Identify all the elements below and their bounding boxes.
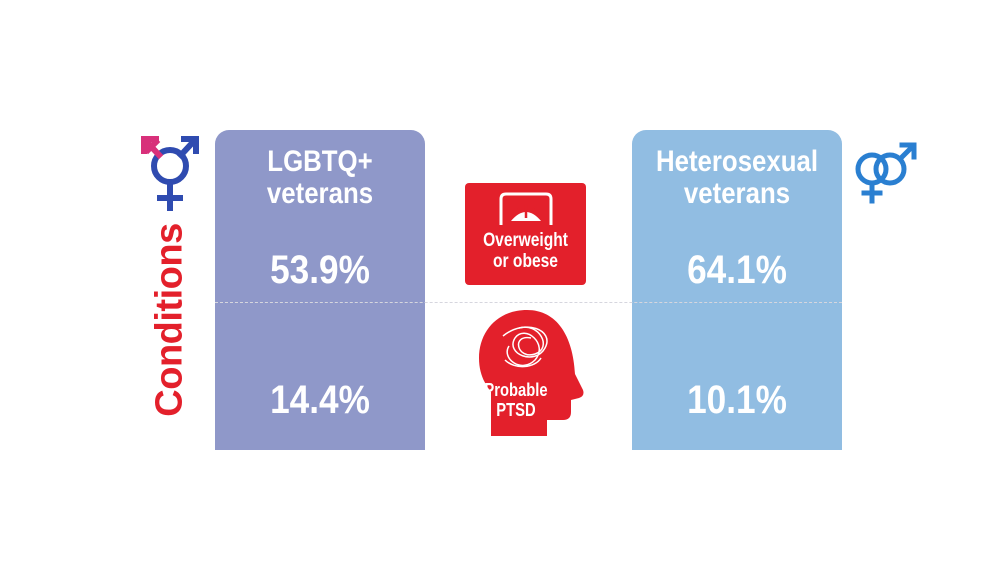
heterosexual-veterans-title: Heterosexual veterans bbox=[655, 145, 819, 210]
heterosexual-veterans-column: Heterosexual veterans 64.1% 10.1% bbox=[632, 130, 842, 450]
row-divider bbox=[215, 302, 842, 303]
lgbtq-overweight-value: 53.9% bbox=[270, 248, 370, 292]
heterosexual-overweight-value: 64.1% bbox=[687, 248, 787, 292]
transgender-symbol-icon bbox=[141, 136, 199, 211]
lgbtq-ptsd-value: 14.4% bbox=[270, 378, 370, 422]
scale-icon bbox=[499, 192, 553, 225]
overweight-condition-label: Overweight or obese bbox=[483, 230, 568, 272]
lgbtq-veterans-title: LGBTQ+ veterans bbox=[266, 145, 374, 210]
ptsd-condition-label: Probable PTSD bbox=[484, 380, 548, 420]
heterosexual-ptsd-value: 10.1% bbox=[687, 378, 787, 422]
head-icon bbox=[479, 310, 584, 436]
conditions-label: Conditions bbox=[148, 223, 191, 417]
heterosexual-symbol-icon bbox=[855, 142, 917, 204]
overweight-condition-card: Overweight or obese bbox=[465, 183, 586, 285]
lgbtq-veterans-column: LGBTQ+ veterans 53.9% 14.4% bbox=[215, 130, 425, 450]
